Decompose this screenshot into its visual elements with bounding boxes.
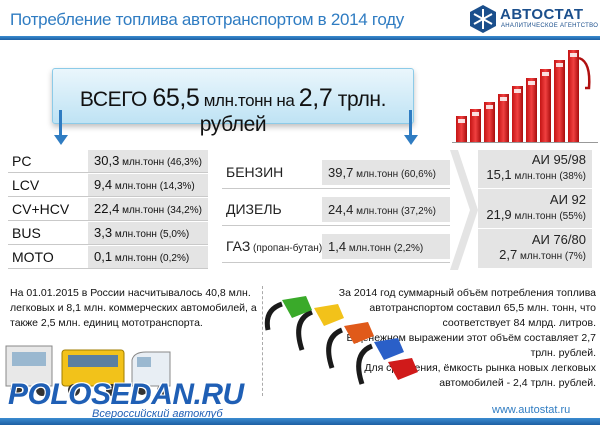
table-row: ДИЗЕЛЬ 24,4 млн.тонн (37,2%): [222, 193, 450, 226]
total-amount: 65,5: [152, 84, 200, 112]
fuel-nozzles-illustration: [264, 296, 418, 385]
row-value: 3,3 млн.тонн (5,0%): [88, 222, 208, 244]
row-value: 30,3 млн.тонн (46,3%): [88, 150, 208, 172]
vehicles-illustration: [5, 345, 171, 396]
table-row: АИ 76/80 2,7 млн.тонн (7%): [478, 230, 592, 269]
autostat-logo: АВТОСТАТ АНАЛИТИЧЕСКОЕ АГЕНТСТВО: [468, 4, 599, 34]
fleet-size-text: На 01.01.2015 в России насчитывалось 40,…: [10, 287, 257, 329]
logo-snowflake-icon: [470, 5, 496, 33]
table-row: БЕНЗИН 39,7 млн.тонн (60,6%): [222, 156, 450, 189]
total-prefix: ВСЕГО: [79, 88, 153, 111]
summary-volume: За 2014 год суммарный объём потребления …: [338, 287, 596, 329]
table-row: LCV 9,4 млн.тонн (14,3%): [8, 174, 208, 197]
grade-value: 15,1 млн.тонн (38%): [486, 167, 586, 182]
logo-name: АВТОСТАТ: [500, 6, 584, 23]
row-label: ГАЗ (пропан-бутан): [226, 238, 323, 254]
table-row: PC 30,3 млн.тонн (46,3%): [8, 150, 208, 173]
logo-subtitle: АНАЛИТИЧЕСКОЕ АГЕНТСТВО: [501, 23, 599, 29]
gasoline-grades-table: АИ 95/98 15,1 млн.тонн (38%) АИ 92 21,9 …: [478, 150, 592, 268]
summary-money: В денежном выражении этот объём составля…: [346, 332, 596, 359]
footer-bar: [0, 418, 600, 425]
table-row: CV+HCV 22,4 млн.тонн (34,2%): [8, 198, 208, 221]
total-money: 2,7: [298, 84, 333, 112]
right-arrow-head: [404, 135, 418, 145]
row-value: 39,7 млн.тонн (60,6%): [322, 160, 450, 185]
row-label: BUS: [12, 225, 41, 241]
fuel-pumps-graphic: [452, 50, 598, 143]
table-row: АИ 92 21,9 млн.тонн (55%): [478, 190, 592, 229]
total-unit-mid: млн.тонн на: [199, 91, 299, 110]
section-divider: [262, 286, 263, 396]
table-row: MOTO 0,1 млн.тонн (0,2%): [8, 246, 208, 269]
row-label: MOTO: [12, 249, 54, 265]
fuel-types-table: БЕНЗИН 39,7 млн.тонн (60,6%) ДИЗЕЛЬ 24,4…: [222, 156, 450, 266]
consumption-summary-text: За 2014 год суммарный объём потребления …: [328, 286, 596, 391]
row-value: 22,4 млн.тонн (34,2%): [88, 198, 208, 220]
row-label: CV+HCV: [12, 201, 70, 217]
row-label: ДИЗЕЛЬ: [226, 201, 282, 217]
total-unit-end: трлн. рублей: [199, 88, 387, 136]
grade-value: 21,9 млн.тонн (55%): [486, 207, 586, 222]
row-label: LCV: [12, 177, 40, 193]
footer-url[interactable]: www.autostat.ru: [492, 404, 571, 416]
grade-label: АИ 95/98: [531, 152, 586, 167]
table-row: BUS 3,3 млн.тонн (5,0%): [8, 222, 208, 245]
row-label: PC: [12, 153, 32, 169]
row-value: 9,4 млн.тонн (14,3%): [88, 174, 208, 196]
summary-comparison: Для сравнения, ёмкость рынка новых легко…: [364, 362, 596, 389]
watermark-logo: POLOSEDAN.RU: [8, 378, 244, 411]
grade-label: АИ 76/80: [531, 232, 586, 247]
table-row: АИ 95/98 15,1 млн.тонн (38%): [478, 150, 592, 189]
row-label: БЕНЗИН: [226, 164, 284, 180]
row-value: 1,4 млн.тонн (2,2%): [322, 234, 450, 259]
total-text: ВСЕГО 65,5 млн.тонн на 2,7 трлн. рублей: [53, 84, 413, 137]
right-arrow-stem: [409, 110, 412, 136]
grade-value: 2,7 млн.тонн (7%): [499, 247, 586, 262]
total-banner: ВСЕГО 65,5 млн.тонн на 2,7 трлн. рублей: [52, 68, 414, 136]
row-value: 24,4 млн.тонн (37,2%): [322, 197, 450, 222]
vehicle-types-table: PC 30,3 млн.тонн (46,3%) LCV 9,4 млн.тон…: [8, 150, 208, 270]
watermark-subtitle: Всероссийский автоклуб: [92, 408, 223, 420]
page-title: Потребление топлива автотранспортом в 20…: [10, 10, 405, 29]
left-arrow-stem: [59, 110, 62, 136]
header-divider: [0, 36, 600, 40]
table-row: ГАЗ (пропан-бутан) 1,4 млн.тонн (2,2%): [222, 230, 450, 263]
left-arrow-head: [54, 135, 68, 145]
grade-label: АИ 92: [549, 192, 586, 207]
row-value: 0,1 млн.тонн (0,2%): [88, 246, 208, 268]
chevron-right-icon: [450, 150, 478, 270]
